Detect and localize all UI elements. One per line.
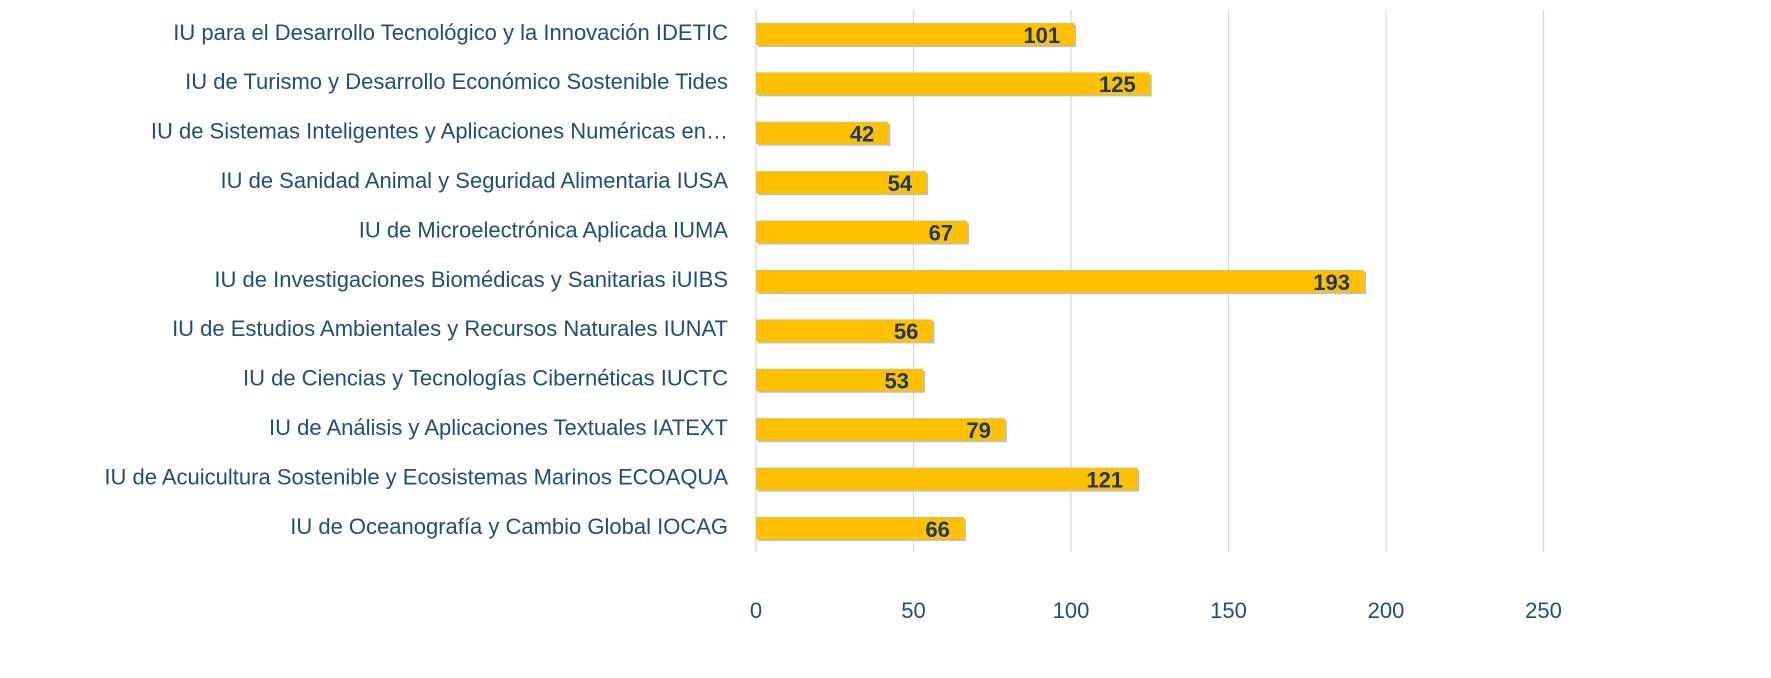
- bar: [756, 467, 1138, 490]
- x-tick-label: 50: [901, 598, 925, 623]
- y-tick-label: IU de Análisis y Aplicaciones Textuales …: [269, 415, 728, 440]
- x-tick-label: 250: [1525, 598, 1562, 623]
- value-label: 193: [1313, 270, 1350, 295]
- y-tick-label: IU de Sanidad Animal y Seguridad Aliment…: [220, 168, 728, 193]
- value-label: 56: [894, 319, 918, 344]
- x-tick-label: 0: [750, 598, 762, 623]
- bar: [756, 418, 1005, 441]
- y-tick-label: IU de Turismo y Desarrollo Económico Sos…: [185, 69, 728, 94]
- y-tick-label: IU de Acuicultura Sostenible y Ecosistem…: [104, 464, 728, 489]
- bar: [756, 270, 1364, 292]
- y-tick-label: IU de Estudios Ambientales y Recursos Na…: [172, 316, 728, 341]
- x-tick-label: 200: [1368, 598, 1405, 623]
- value-label: 125: [1099, 72, 1136, 97]
- y-tick-label: IU de Oceanografía y Cambio Global IOCAG: [290, 514, 728, 539]
- value-label: 42: [850, 122, 874, 147]
- value-label: 54: [888, 171, 913, 196]
- bar: [756, 72, 1150, 95]
- y-tick-label: IU de Ciencias y Tecnologías Cibernética…: [243, 366, 728, 391]
- value-label: 101: [1023, 23, 1060, 48]
- bar: [756, 368, 923, 391]
- value-label: 67: [929, 220, 953, 245]
- x-tick-label: 150: [1210, 598, 1247, 623]
- x-tick-label: 100: [1053, 598, 1090, 623]
- y-tick-label: IU de Microelectrónica Aplicada IUMA: [359, 217, 729, 242]
- value-label: 121: [1086, 467, 1123, 492]
- bar: [756, 171, 927, 194]
- bar: [756, 121, 889, 144]
- value-label: 79: [966, 418, 990, 443]
- value-label: 53: [884, 369, 908, 394]
- y-tick-label: IU para el Desarrollo Tecnológico y la I…: [173, 20, 728, 45]
- y-tick-label: IU de Sistemas Inteligentes y Aplicacion…: [151, 119, 728, 144]
- bar: [756, 319, 933, 342]
- bar: [756, 23, 1075, 45]
- y-tick-label: IU de Investigaciones Biomédicas y Sanit…: [214, 267, 728, 292]
- value-label: 66: [925, 517, 949, 542]
- bar: [756, 220, 968, 243]
- bar: [756, 517, 964, 539]
